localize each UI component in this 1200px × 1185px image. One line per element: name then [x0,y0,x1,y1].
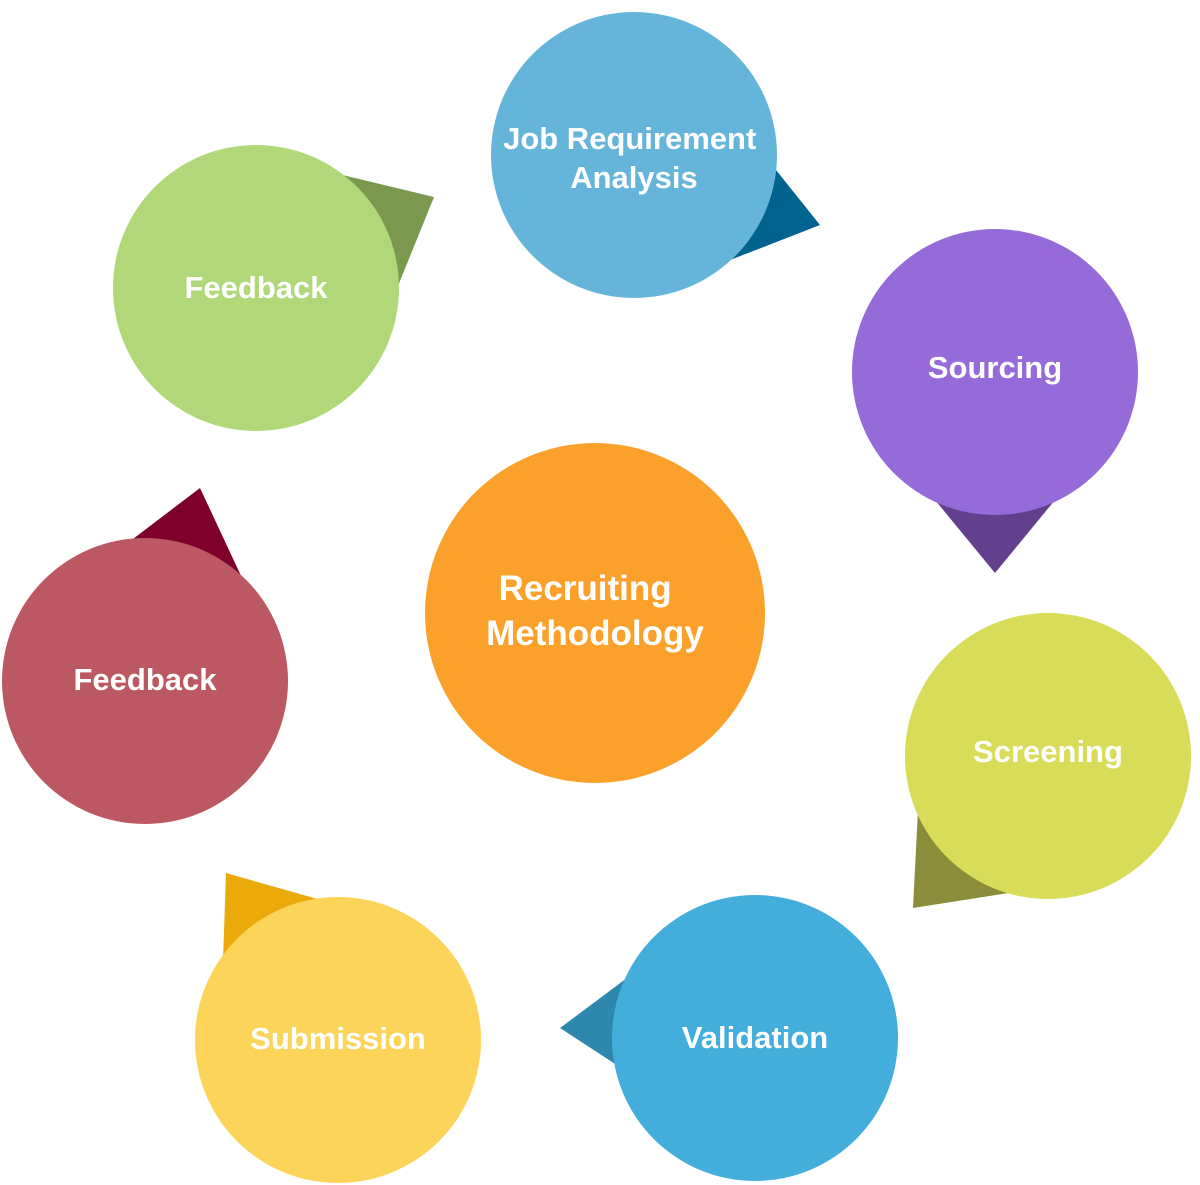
step-feedback-green [113,145,399,431]
step-label-submission: Submission [250,1021,426,1056]
center-label: Recruiting Methodology [486,569,704,653]
step-job-requirement-analysis [491,12,777,298]
step-validation [612,895,898,1181]
center-circle [425,443,765,783]
step-screening [905,613,1191,899]
step-label-feedback-red: Feedback [73,662,217,697]
step-label-validation: Validation [682,1020,828,1055]
step-sourcing [852,229,1138,515]
step-submission [195,897,481,1183]
step-label-feedback-green: Feedback [184,270,328,305]
step-label-job-requirement-analysis: Job Requirement Analysis [503,121,765,195]
pointer-sourcing [935,500,1055,573]
step-feedback-red [2,538,288,824]
step-label-sourcing: Sourcing [928,350,1062,385]
step-label-screening: Screening [973,734,1123,769]
